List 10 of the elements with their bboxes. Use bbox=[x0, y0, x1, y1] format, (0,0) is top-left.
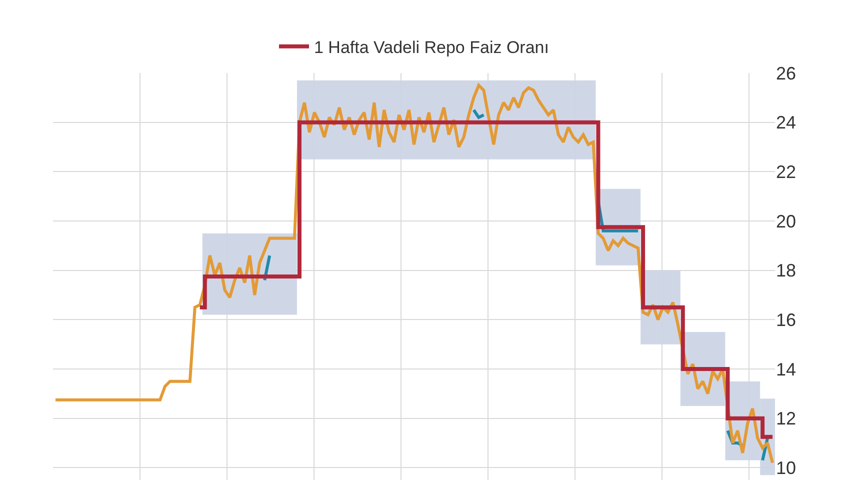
y-tick-label: 10 bbox=[776, 458, 796, 478]
y-tick-label: 20 bbox=[776, 211, 796, 232]
legend-label: 1 Hafta Vadeli Repo Faiz Oranı bbox=[314, 38, 549, 58]
y-tick-label: 18 bbox=[776, 260, 796, 281]
y-tick-label: 26 bbox=[776, 63, 796, 84]
y-tick-label: 22 bbox=[776, 162, 796, 182]
y-tick-label: 14 bbox=[776, 359, 796, 380]
y-tick-label: 12 bbox=[776, 408, 796, 429]
y-tick-label: 16 bbox=[776, 310, 796, 330]
y-tick-label: 24 bbox=[776, 112, 796, 133]
